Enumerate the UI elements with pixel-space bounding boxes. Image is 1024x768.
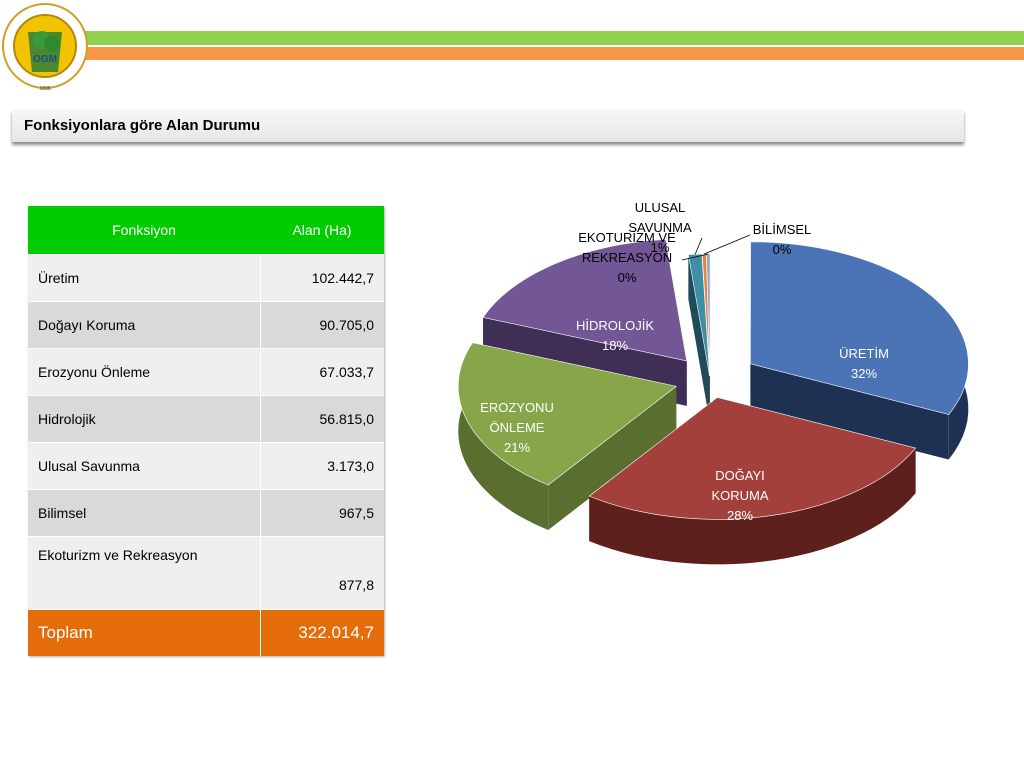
- pie-slice: [688, 253, 710, 377]
- table-row: Hidrolojik 56.815,0: [28, 395, 384, 443]
- table-total-row: Toplam 322.014,7: [28, 609, 384, 656]
- pie-slice-side: [458, 342, 549, 530]
- row-name: Üretim: [28, 254, 261, 302]
- ogm-logo: OGM 1839: [2, 3, 88, 92]
- table-row: Doğayı Koruma 90.705,0: [28, 301, 384, 349]
- row-name: Bilimsel: [28, 489, 261, 537]
- leader-line: [694, 237, 703, 255]
- slice-label: BİLİMSEL 0%: [753, 222, 812, 257]
- row-value: 967,5: [260, 489, 384, 537]
- title-bar: Fonksiyonlara göre Alan Durumu: [12, 110, 964, 142]
- column-header-function: Fonksiyon: [28, 206, 261, 255]
- slice-label: EKOTURİZM VE REKREASYON 0%: [578, 230, 676, 285]
- pie-slice-side: [589, 448, 916, 565]
- total-value: 322.014,7: [260, 609, 384, 656]
- row-value: 102.442,7: [260, 254, 384, 302]
- leader-line: [681, 253, 709, 261]
- header-green-band: [82, 31, 1024, 45]
- row-name: Hidrolojik: [28, 395, 261, 443]
- slice-label: DOĞAYI KORUMA 28%: [711, 468, 768, 523]
- pie-chart: ÜRETİM 32% DOĞAYI KORUMA 28% EROZYONU ÖNLEME 21…: [457, 200, 969, 565]
- row-value: 877,8: [260, 536, 384, 610]
- table-row: Bilimsel 967,5: [28, 489, 384, 537]
- pie-slice: [588, 397, 917, 520]
- slice-label: HİDROLOJİK 18%: [576, 318, 654, 353]
- pie-slice: [482, 239, 688, 362]
- pie-slice: [750, 241, 969, 415]
- leader-line: [704, 234, 751, 255]
- header-orange-band: [82, 47, 1024, 60]
- row-name: Doğayı Koruma: [28, 301, 261, 349]
- table-row: Erozyonu Önleme 67.033,7: [28, 348, 384, 396]
- row-value: 3.173,0: [260, 442, 384, 490]
- function-area-table: Fonksiyon Alan (Ha) Üretim 102.442,7 Doğ…: [28, 206, 384, 656]
- slice-label: EROZYONU ÖNLEME 21%: [480, 400, 554, 455]
- pie-slice: [457, 342, 677, 486]
- row-value: 67.033,7: [260, 348, 384, 396]
- row-value: 56.815,0: [260, 395, 384, 443]
- total-label: Toplam: [28, 609, 261, 656]
- slice-label: ÜRETİM 32%: [839, 346, 889, 381]
- column-header-area: Alan (Ha): [260, 206, 384, 255]
- row-name: Ekoturizm ve Rekreasyon: [28, 536, 261, 610]
- pie-slice-face: [688, 254, 710, 422]
- row-name: Ulusal Savunma: [28, 442, 261, 490]
- row-name: Erozyonu Önleme: [28, 348, 261, 396]
- pie-slice-face: [750, 363, 949, 460]
- slice-label: ULUSAL SAVUNMA 1%: [628, 200, 692, 255]
- logo-abbr: OGM: [33, 54, 57, 65]
- page-title: Fonksiyonlara göre Alan Durumu: [24, 117, 261, 134]
- logo-year: 1839: [39, 86, 50, 92]
- row-value: 90.705,0: [260, 301, 384, 349]
- table-row: Ekoturizm ve Rekreasyon 877,8: [28, 536, 384, 610]
- table-row: Üretim 102.442,7: [28, 254, 384, 302]
- table-row: Ulusal Savunma 3.173,0: [28, 442, 384, 490]
